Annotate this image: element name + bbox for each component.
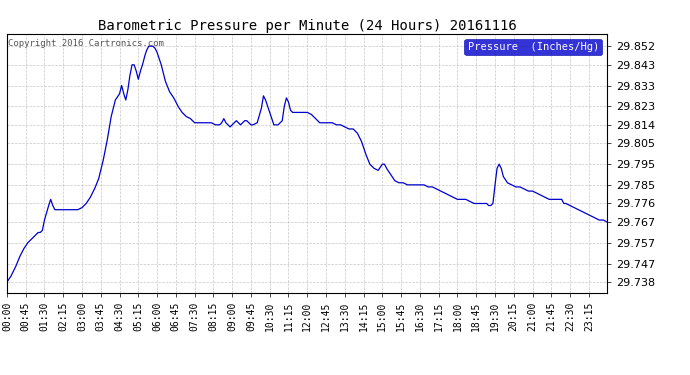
Legend: Pressure  (Inches/Hg): Pressure (Inches/Hg) [464, 39, 602, 55]
Text: Copyright 2016 Cartronics.com: Copyright 2016 Cartronics.com [8, 39, 164, 48]
Title: Barometric Pressure per Minute (24 Hours) 20161116: Barometric Pressure per Minute (24 Hours… [98, 19, 516, 33]
